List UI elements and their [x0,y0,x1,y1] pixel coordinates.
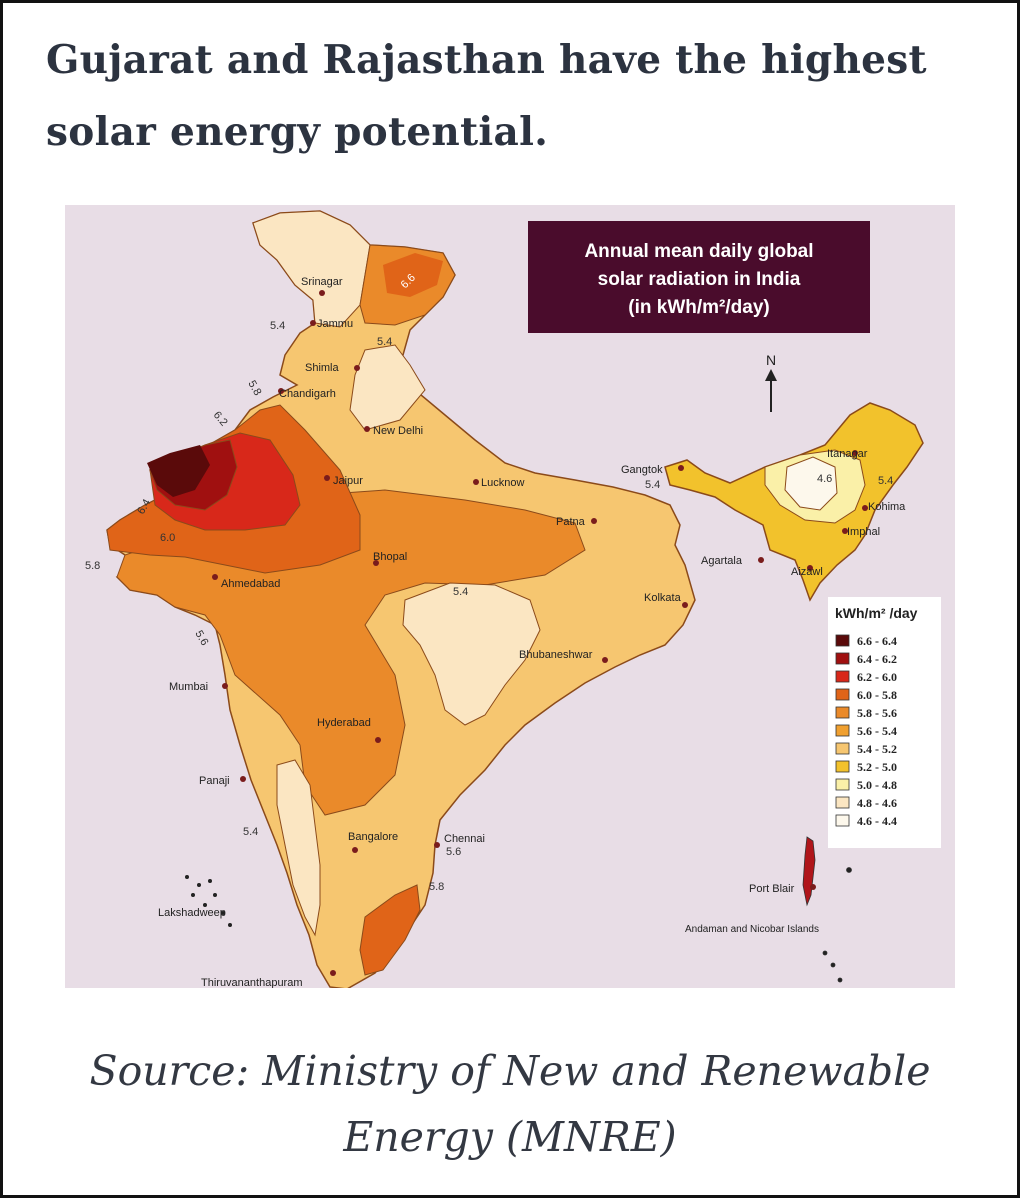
city-new-delhi: New Delhi [373,425,423,437]
zone-central-east [402,582,541,726]
map-title-line-1: Annual mean daily global [584,241,813,262]
city-gangtok: Gangtok [621,464,663,476]
contour-5-4-sikkim: 5.4 [645,479,660,491]
legend-swatch [835,760,850,773]
city-kolkata: Kolkata [644,592,682,604]
city-ahmedabad: Ahmedabad [221,578,280,590]
city-thiruvananthapuram: Thiruvananthapuram [201,977,303,988]
city-shimla: Shimla [305,362,340,374]
zone-west-extreme [147,445,210,497]
city-mumbai: Mumbai [169,681,208,693]
legend-swatch [835,652,850,665]
legend-swatch [835,670,850,683]
legend-swatch [835,688,850,701]
legend-swatch [835,634,850,647]
legend-label: 6.0 - 5.8 [857,688,897,702]
legend-swatch [835,778,850,791]
legend-swatch [835,814,850,827]
city-bhopal: Bhopal [373,551,407,563]
legend-swatch [835,706,850,719]
city-port-blair: Port Blair [749,883,795,895]
legend-swatch [835,796,850,809]
city-srinagar: Srinagar [301,276,343,288]
city-jaipur: Jaipur [333,475,363,487]
contour-6-0-west: 6.0 [160,532,175,544]
andaman-islands [802,836,852,983]
zone-central-band [116,489,586,816]
city-panaji: Panaji [199,775,230,787]
city-patna: Patna [556,516,586,528]
map-title-line-3: (in kWh/m²/day) [628,297,769,318]
zone-ladakh-core [383,253,443,297]
legend-label: 6.2 - 6.0 [857,670,897,684]
solar-radiation-map: Annual mean daily global solar radiation… [65,205,955,988]
contour-5-4-jammu: 5.4 [270,320,285,332]
legend-swatch [835,742,850,755]
zone-west-coast [276,759,321,937]
lakshadweep-islands [185,875,232,927]
legend-label: 6.6 - 6.4 [857,634,897,648]
legend-label: 4.6 - 4.4 [857,814,897,828]
zone-north-plains [349,344,426,431]
city-bangalore: Bangalore [348,831,398,843]
contour-5-4-central: 5.4 [453,586,468,598]
north-arrow-icon [765,369,777,412]
city-kohima: Kohima [868,501,906,513]
contour-5-4-west-coast: 5.4 [243,826,258,838]
contour-5-4-himachal: 5.4 [377,336,392,348]
contour-4-6-northeast: 4.6 [817,473,832,485]
legend-label: 5.6 - 5.4 [857,724,897,738]
contour-5-4-northeast: 5.4 [878,475,893,487]
legend-label: 5.4 - 5.2 [857,742,897,756]
source-caption: Source: Ministry of New and Renewable En… [89,1047,931,1161]
city-chennai: Chennai [444,833,485,845]
legend-label: 4.8 - 4.6 [857,796,897,810]
city-bhubaneshwar: Bhubaneshwar [519,649,593,661]
zone-northeast-core [784,456,838,511]
contour-5-6-chennai: 5.6 [446,846,461,858]
legend-label: 6.4 - 6.2 [857,652,897,666]
north-label: N [766,352,776,368]
map-title-line-2: solar radiation in India [598,269,801,290]
city-agartala: Agartala [701,555,743,567]
map-legend: kWh/m² /day 6.6 - 6.4 6.4 - 6.2 6.2 - 6.0 6… [828,597,941,848]
city-chandigarh: Chandigarh [279,388,336,400]
city-aizawl: Aizawl [791,566,823,578]
legend-label: 5.2 - 5.0 [857,760,897,774]
zone-south-tip [359,884,421,976]
legend-label: 5.0 - 4.8 [857,778,897,792]
city-jammu: Jammu [317,318,353,330]
label-lakshadweep: Lakshadweep [158,907,226,919]
legend-label: 5.8 - 5.6 [857,706,897,720]
city-labels: Srinagar Jammu Shimla Chandigarh New Del… [158,276,906,988]
headline: Gujarat and Rajasthan have the highest s… [46,37,927,155]
legend-swatch [835,724,850,737]
legend-title: kWh/m² /day [835,605,918,621]
city-lucknow: Lucknow [481,477,524,489]
map-title-box [528,221,870,333]
city-itanagar: Itanagar [827,448,868,460]
contour-5-8-gujarat: 5.8 [85,560,100,572]
contour-5-8-south: 5.8 [429,881,444,893]
city-imphal: Imphal [847,526,880,538]
label-andaman: Andaman and Nicobar Islands [685,924,819,935]
zone-kashmir [252,210,371,328]
city-hyderabad: Hyderabad [317,717,371,729]
